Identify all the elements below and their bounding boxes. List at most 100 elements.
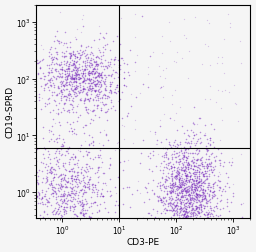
Point — [174, 211, 178, 215]
Point — [67, 99, 71, 103]
Point — [167, 222, 171, 226]
Point — [193, 176, 197, 180]
Point — [163, 186, 167, 190]
Point — [184, 169, 188, 173]
Point — [189, 214, 193, 218]
Point — [206, 165, 210, 169]
Point — [177, 185, 182, 189]
Point — [209, 227, 213, 231]
Point — [87, 71, 91, 75]
Point — [191, 179, 196, 183]
Point — [179, 185, 183, 189]
Point — [65, 147, 69, 151]
Point — [72, 234, 76, 238]
Point — [94, 60, 98, 64]
Point — [99, 79, 103, 83]
Point — [206, 157, 210, 161]
Point — [187, 201, 191, 205]
Point — [213, 245, 217, 249]
Point — [179, 180, 183, 184]
Point — [78, 77, 82, 81]
Point — [174, 159, 178, 163]
Point — [38, 60, 42, 64]
Point — [192, 208, 196, 212]
Point — [173, 209, 177, 213]
Point — [212, 181, 216, 185]
Point — [218, 179, 222, 183]
Point — [141, 83, 145, 87]
Point — [206, 44, 210, 48]
Point — [154, 142, 158, 146]
Point — [171, 190, 175, 194]
Point — [201, 227, 206, 231]
Point — [204, 198, 208, 202]
Point — [40, 71, 45, 75]
Point — [104, 32, 109, 36]
Point — [20, 71, 25, 75]
Point — [215, 206, 219, 210]
Point — [174, 174, 178, 178]
Point — [183, 211, 187, 215]
Point — [86, 107, 90, 111]
Point — [190, 224, 194, 228]
Point — [60, 69, 64, 73]
Point — [82, 99, 86, 103]
Point — [96, 99, 100, 103]
Point — [177, 182, 181, 186]
Point — [59, 204, 63, 208]
Point — [178, 157, 182, 161]
Point — [213, 159, 217, 163]
Point — [227, 217, 231, 222]
Point — [35, 178, 39, 182]
Point — [185, 215, 189, 219]
Point — [125, 115, 129, 119]
Point — [68, 61, 72, 65]
Point — [94, 229, 99, 233]
Point — [72, 162, 76, 166]
Point — [204, 145, 208, 149]
Point — [64, 185, 68, 189]
Point — [96, 85, 100, 89]
Point — [95, 67, 99, 71]
Point — [72, 131, 76, 135]
Point — [178, 216, 182, 220]
Point — [209, 165, 213, 169]
Point — [208, 164, 212, 168]
Point — [179, 185, 183, 189]
Point — [41, 126, 45, 130]
Point — [42, 157, 46, 161]
Point — [62, 176, 66, 180]
Point — [218, 162, 222, 166]
Point — [116, 73, 121, 77]
Point — [37, 193, 41, 197]
Point — [83, 97, 87, 101]
Point — [90, 110, 94, 114]
Point — [56, 86, 60, 90]
Point — [34, 159, 38, 163]
Point — [100, 194, 104, 198]
Point — [192, 141, 196, 145]
Point — [164, 165, 168, 169]
Point — [14, 224, 18, 228]
Point — [181, 163, 185, 167]
Point — [202, 196, 206, 200]
Point — [166, 201, 170, 205]
Point — [63, 79, 68, 83]
Point — [87, 78, 91, 82]
Point — [177, 157, 181, 161]
Point — [169, 172, 173, 176]
Point — [59, 194, 63, 198]
Point — [65, 221, 69, 225]
Point — [229, 200, 233, 204]
Point — [164, 223, 168, 227]
Point — [165, 147, 169, 151]
Point — [99, 89, 103, 93]
Point — [190, 197, 194, 201]
Point — [190, 204, 195, 208]
Point — [200, 162, 204, 166]
Point — [57, 224, 61, 228]
Point — [138, 162, 142, 166]
Point — [73, 67, 77, 71]
Point — [49, 84, 53, 88]
Point — [164, 221, 168, 225]
